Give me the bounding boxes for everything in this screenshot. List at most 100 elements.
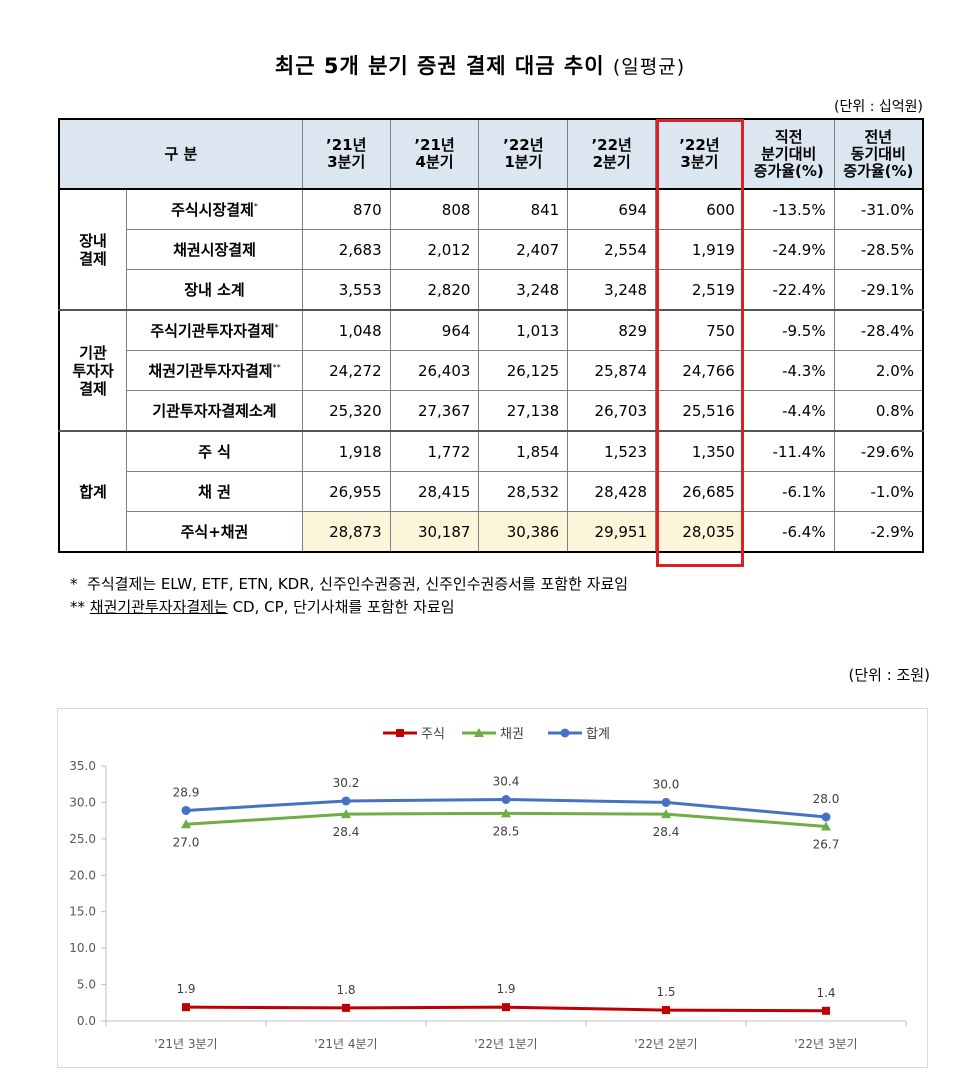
data-label: 27.0 bbox=[173, 835, 200, 849]
highlight-box bbox=[656, 119, 744, 567]
data-point bbox=[661, 797, 671, 807]
data-label: 1.4 bbox=[816, 986, 835, 1000]
x-tick-label: '22년 2분기 bbox=[634, 1037, 697, 1051]
table-row: 기관투자자결제소계 25,320 27,367 27,138 26,703 25,516-… bbox=[59, 390, 924, 432]
value-cell: 1,523 bbox=[567, 430, 657, 472]
x-tick-label: '22년 3분기 bbox=[794, 1037, 857, 1051]
table-header-row: 구 분 ’21년 3분기 ’21년 4분기 ’22년 1분기 ’22년 2분기 ’22년… bbox=[58, 118, 924, 190]
data-point bbox=[501, 808, 511, 818]
value-cell: 24,766 bbox=[655, 350, 744, 391]
table-row: 장내 소계 3,553 2,820 3,248 3,248 2,519 -22.4% -29.… bbox=[59, 269, 924, 311]
row-label: 채권시장결제 bbox=[126, 229, 303, 270]
data-point bbox=[342, 1003, 350, 1012]
data-label: 1.8 bbox=[336, 983, 355, 997]
y-tick-label: 20.0 bbox=[69, 868, 96, 882]
qoq-cell: -6.1% bbox=[742, 471, 835, 512]
value-cell: 694 bbox=[567, 188, 657, 230]
legend-marker bbox=[396, 729, 404, 737]
value-cell: 28,532 bbox=[478, 471, 569, 512]
data-label: 28.4 bbox=[333, 825, 360, 839]
value-cell: 26,685 bbox=[655, 471, 744, 512]
y-tick-label: 15.0 bbox=[69, 905, 96, 919]
value-cell: 24,272 bbox=[301, 350, 391, 391]
qoq-cell: -4.3% bbox=[742, 350, 835, 391]
data-label: 1.5 bbox=[656, 985, 675, 999]
header-period: ’21년 3분기 bbox=[301, 118, 391, 190]
chart-unit: (단위 : 조원) bbox=[848, 666, 931, 684]
row-label: 채 권 bbox=[126, 471, 303, 512]
value-cell: 25,320 bbox=[301, 390, 391, 432]
value-cell: 26,955 bbox=[301, 471, 391, 512]
qoq-cell: -24.9% bbox=[742, 229, 835, 270]
table-row: 채권기관투자자결제** 24,272 26,403 26,125 25,874 24,76… bbox=[59, 350, 924, 391]
value-cell: 25,874 bbox=[567, 350, 657, 391]
value-cell: 2,012 bbox=[389, 229, 480, 270]
value-cell: 26,125 bbox=[478, 350, 569, 391]
value-cell: 1,048 bbox=[301, 309, 391, 351]
data-point bbox=[501, 795, 511, 805]
value-cell: 26,703 bbox=[567, 390, 657, 432]
value-cell: 1,013 bbox=[478, 309, 569, 351]
header-qoq: 직전 분기대비 증가율(%) bbox=[742, 118, 835, 190]
yoy-cell: -29.6% bbox=[833, 430, 924, 472]
y-tick-label: 35.0 bbox=[69, 759, 96, 773]
yoy-cell: -29.1% bbox=[833, 269, 924, 311]
value-cell: 3,248 bbox=[567, 269, 657, 311]
value-cell: 3,248 bbox=[478, 269, 569, 311]
data-point bbox=[821, 821, 831, 831]
group-label: 합계 bbox=[58, 430, 128, 553]
chart-svg: 0.0 5.0 10.0 15.0 20.0 25.0 30.0 35.0 '21년 3분기 '2… bbox=[69, 727, 907, 1051]
data-point bbox=[502, 1003, 510, 1012]
value-cell: 2,554 bbox=[567, 229, 657, 270]
group-label: 장내 결제 bbox=[58, 188, 128, 311]
row-label: 장내 소계 bbox=[126, 269, 303, 311]
row-label: 주식+채권 bbox=[126, 511, 303, 553]
yoy-cell: 2.0% bbox=[833, 350, 924, 391]
value-cell: 2,820 bbox=[389, 269, 480, 311]
y-tick-label: 10.0 bbox=[69, 941, 96, 955]
yoy-cell: 0.8% bbox=[833, 390, 924, 432]
header-period: ’22년 2분기 bbox=[567, 118, 657, 190]
header-category: 구 분 bbox=[58, 118, 303, 190]
value-cell: 2,519 bbox=[655, 269, 744, 311]
legend-label: 합계 bbox=[586, 727, 610, 742]
data-label: 1.9 bbox=[496, 982, 515, 996]
value-cell: 27,138 bbox=[478, 390, 569, 432]
qoq-cell: -22.4% bbox=[742, 269, 835, 311]
value-cell: 870 bbox=[301, 188, 391, 230]
footnote-1: * 주식결제는 ELW, ETF, ETN, KDR, 신주인수권증권, 신주인… bbox=[70, 575, 629, 593]
settlement-table: 구 분 ’21년 3분기 ’21년 4분기 ’22년 1분기 ’22년 2분기 ’22년… bbox=[58, 118, 924, 553]
qoq-cell: -11.4% bbox=[742, 430, 835, 472]
footnote-mark: * bbox=[274, 323, 279, 332]
row-label: 채권기관투자자결제** bbox=[126, 350, 303, 391]
value-cell: 3,553 bbox=[301, 269, 391, 311]
value-cell: 28,415 bbox=[389, 471, 480, 512]
data-label: 28.5 bbox=[493, 824, 520, 838]
table-row: 합계 주 식 1,918 1,772 1,854 1,523 1,350 -11.4% -29.… bbox=[58, 430, 924, 553]
footnotes: * 주식결제는 ELW, ETF, ETN, KDR, 신주인수권증권, 신주인… bbox=[70, 573, 628, 619]
page-title: 최근 5개 분기 증권 결제 대금 추이 (일평균) bbox=[0, 50, 960, 80]
y-tick-label: 5.0 bbox=[77, 978, 96, 992]
header-period: ’21년 4분기 bbox=[389, 118, 480, 190]
qoq-cell: -6.4% bbox=[742, 511, 835, 553]
y-tick-label: 25.0 bbox=[69, 832, 96, 846]
data-point bbox=[822, 1006, 830, 1015]
data-point bbox=[182, 1003, 190, 1012]
value-cell: 964 bbox=[389, 309, 480, 351]
table-row: 주식+채권 28,873 30,187 30,386 29,951 28,035 -6.4%… bbox=[59, 511, 924, 553]
header-period: ’22년 3분기 bbox=[655, 118, 744, 190]
y-tick-label: 30.0 bbox=[69, 795, 96, 809]
value-cell: 829 bbox=[567, 309, 657, 351]
title-main: 최근 5개 분기 증권 결제 대금 추이 bbox=[274, 54, 605, 78]
data-label: 28.0 bbox=[813, 792, 840, 806]
table-row: 장내 결제 주식시장결제* 870 808 841 694 600 -13.5% -31.0% bbox=[58, 188, 924, 311]
qoq-cell: -9.5% bbox=[742, 309, 835, 351]
qoq-cell: -13.5% bbox=[742, 188, 835, 230]
data-point bbox=[821, 812, 831, 822]
value-cell: 808 bbox=[389, 188, 480, 230]
title-sub: (일평균) bbox=[612, 56, 686, 78]
value-cell: 1,918 bbox=[301, 430, 391, 472]
value-cell: 26,403 bbox=[389, 350, 480, 391]
data-label: 28.4 bbox=[653, 825, 680, 839]
value-cell: 29,951 bbox=[567, 511, 657, 553]
